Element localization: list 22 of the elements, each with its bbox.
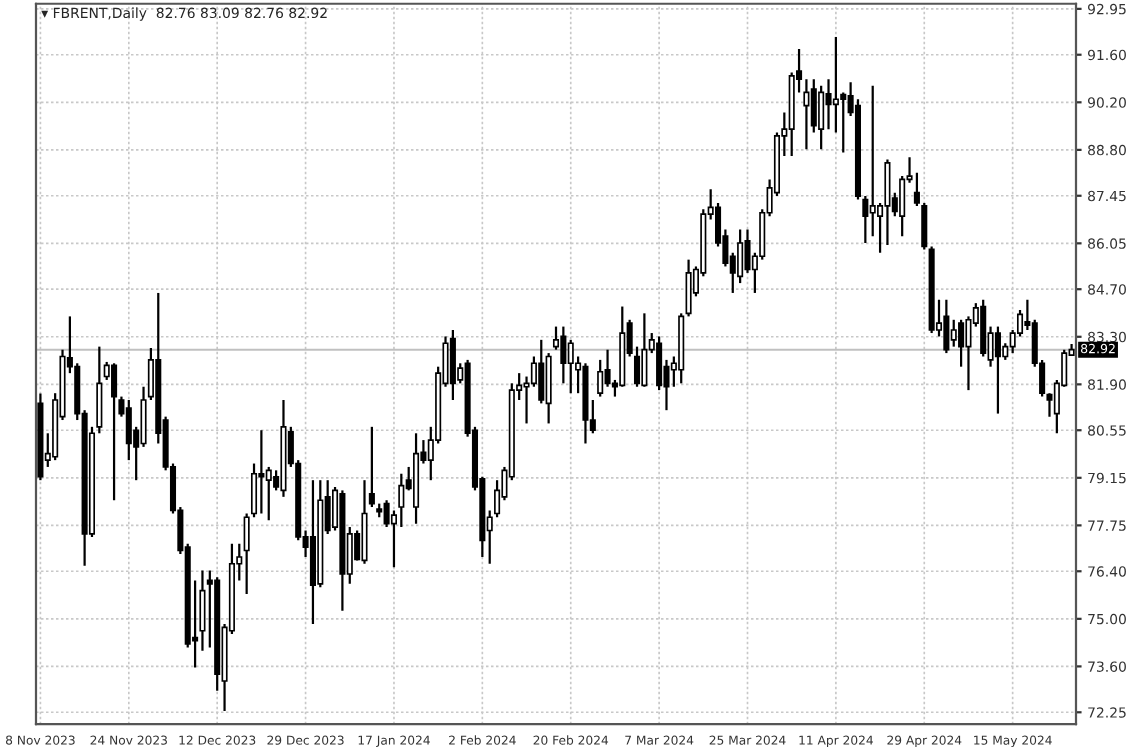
candlestick bbox=[884, 158, 891, 247]
candlestick bbox=[803, 78, 810, 151]
candlestick bbox=[111, 362, 118, 502]
candlestick bbox=[361, 479, 368, 565]
candlestick bbox=[449, 328, 456, 402]
candlestick bbox=[943, 298, 950, 355]
candlestick bbox=[685, 258, 692, 318]
candlestick bbox=[265, 465, 272, 522]
candlestick bbox=[258, 429, 265, 515]
candlestick bbox=[560, 325, 567, 385]
candlestick bbox=[538, 338, 545, 405]
candlestick bbox=[597, 358, 604, 398]
candlestick bbox=[869, 84, 876, 238]
candlestick bbox=[737, 228, 744, 285]
candlestick bbox=[950, 318, 957, 348]
candlestick bbox=[958, 318, 965, 368]
candlestick bbox=[567, 338, 574, 395]
candlestick bbox=[398, 472, 405, 529]
candlestick bbox=[545, 351, 552, 425]
candlestick bbox=[994, 325, 1001, 415]
candlestick bbox=[641, 312, 648, 388]
candlestick bbox=[818, 84, 825, 151]
